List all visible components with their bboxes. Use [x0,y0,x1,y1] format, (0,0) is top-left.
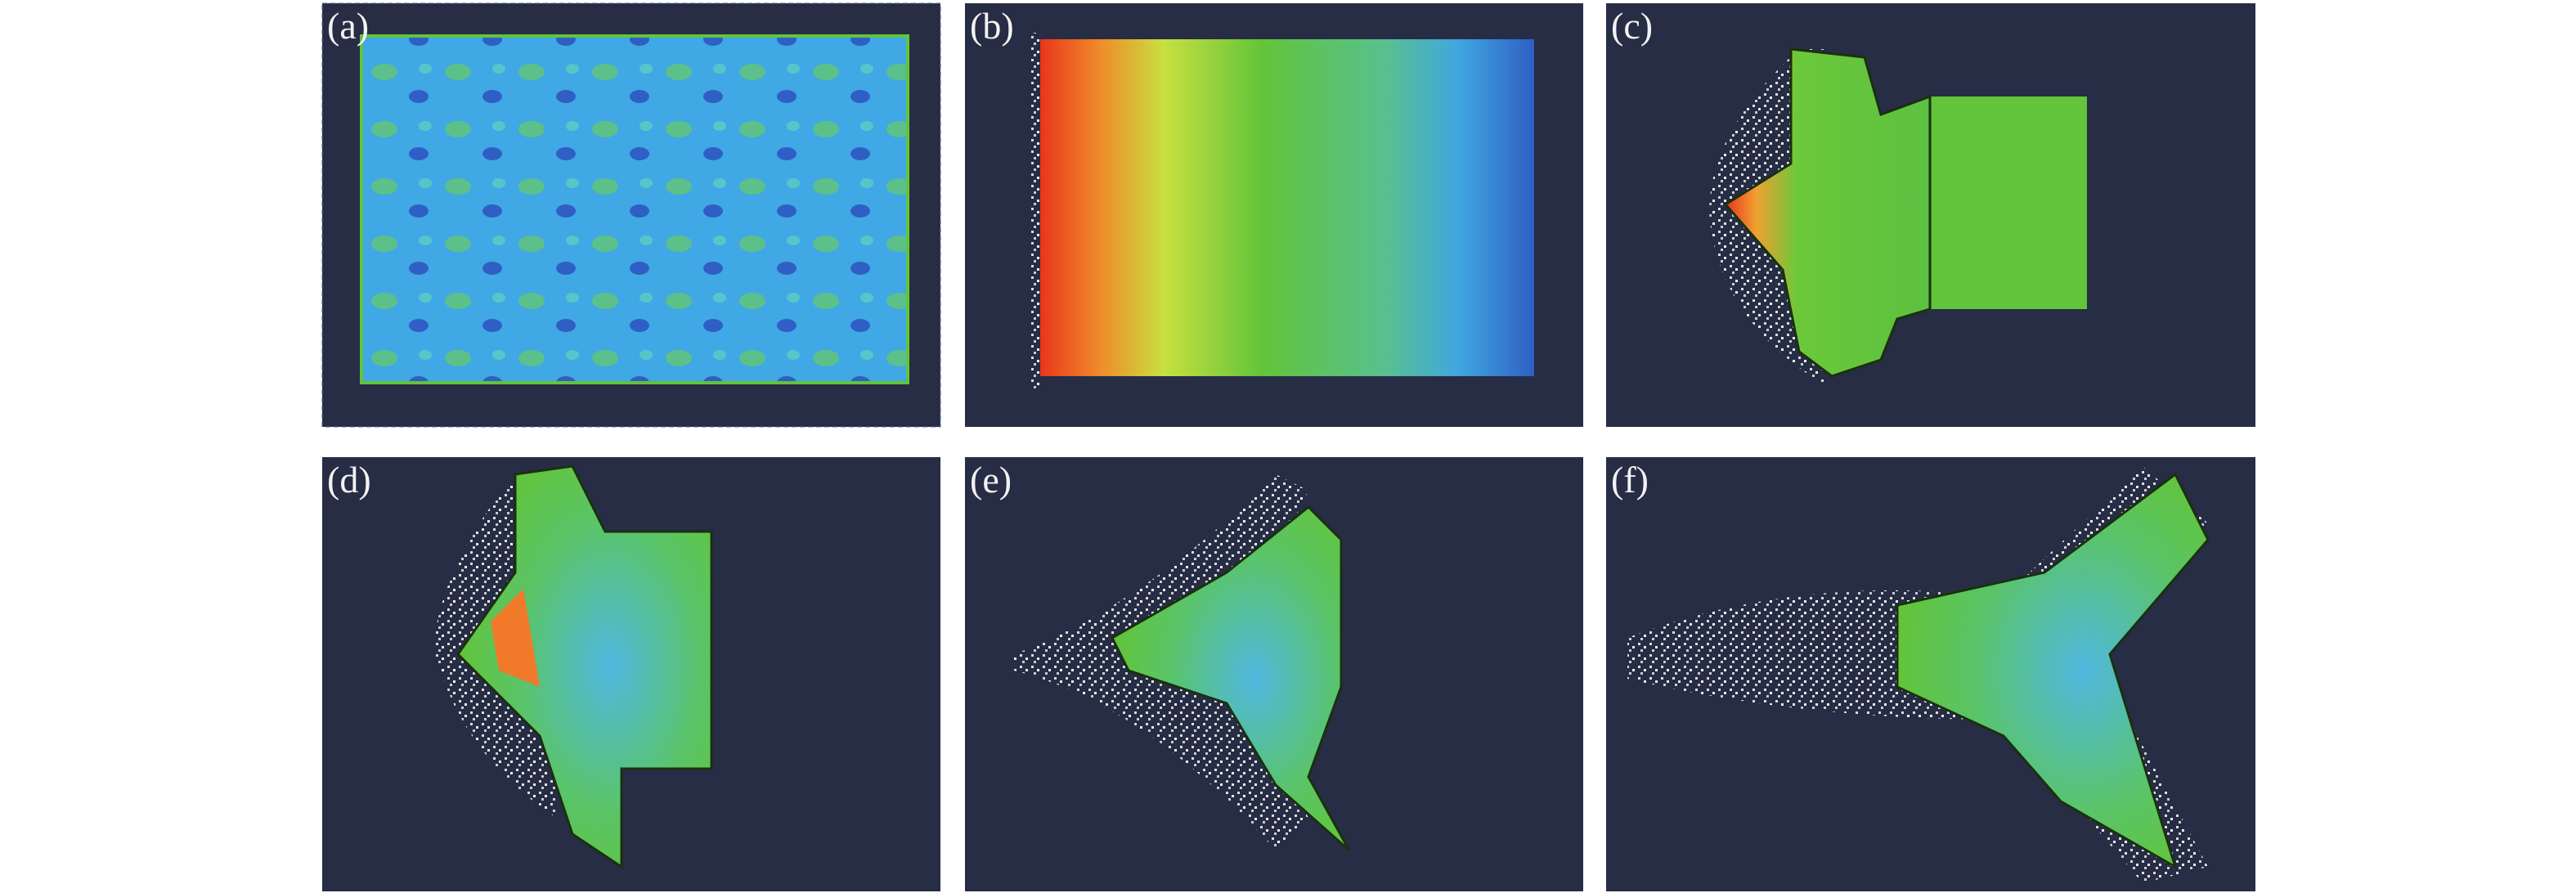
panel: (c) [1606,3,2255,427]
panel-label: (d) [327,459,371,500]
panel: (e) [965,457,1583,891]
panel-label: (c) [1611,5,1653,47]
panel-label: (f) [1611,459,1649,500]
panel-label: (a) [327,5,369,47]
panel: (d) [322,457,940,891]
panel: (f) [1606,457,2255,891]
panel-label: (e) [970,459,1012,500]
panel-label: (b) [970,5,1014,47]
panel: (a) [321,2,941,428]
panel: (b) [965,3,1583,427]
